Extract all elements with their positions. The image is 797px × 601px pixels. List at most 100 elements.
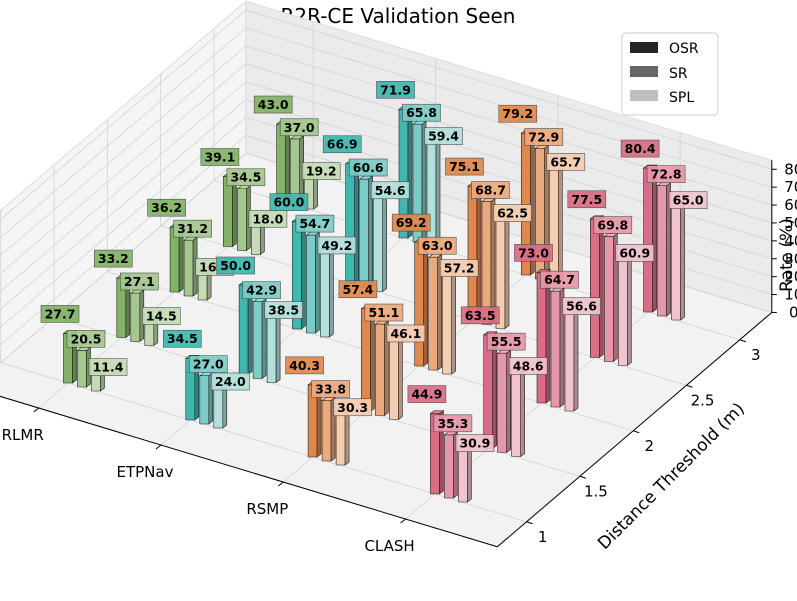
y-tick-mark-2 [633, 430, 640, 434]
value-label-RLMR-1-SPL: 11.4 [88, 358, 128, 376]
legend: OSR SR SPL [621, 32, 719, 116]
value-label-RSMP-3-OSR: 79.2 [498, 104, 538, 123]
bar-CLASH-2.5-OSR [589, 215, 605, 359]
value-label-CLASH-2-SPL: 56.6 [562, 297, 601, 315]
svg-text:69.8: 69.8 [597, 218, 628, 233]
svg-text:50.0: 50.0 [220, 258, 251, 273]
value-label-CLASH-2-OSR: 73.0 [514, 244, 553, 262]
y-tick-label-4: 3 [751, 346, 761, 364]
value-label-RSMP-3-SR: 72.9 [524, 128, 564, 146]
bar-RSMP-2.5-SR [481, 197, 496, 326]
svg-text:54.6: 54.6 [375, 183, 406, 198]
value-label-RSMP-2.5-SPL: 62.5 [493, 204, 532, 222]
legend-label-osr: OSR [669, 41, 699, 57]
svg-text:36.2: 36.2 [151, 200, 182, 215]
bar-CLASH-1.5-SR [496, 349, 512, 454]
svg-text:60.9: 60.9 [619, 245, 650, 260]
value-label-CLASH-1-SR: 35.3 [433, 414, 473, 433]
svg-text:11.4: 11.4 [93, 360, 124, 375]
svg-text:54.7: 54.7 [299, 216, 330, 231]
bar-RSMP-1.5-SR [374, 320, 390, 417]
bar-RLMR-2-SR [183, 236, 199, 297]
bar-ETPNav-2.5-OSR [344, 160, 360, 285]
bar-RLMR-1.5-SR [129, 289, 145, 343]
value-label-RLMR-1-SR: 20.5 [66, 330, 106, 348]
svg-text:57.2: 57.2 [444, 261, 475, 276]
z-tick-label-70: 70 [784, 178, 797, 196]
svg-text:57.4: 57.4 [342, 282, 373, 297]
gridline-left-z40 [0, 81, 247, 293]
bar-RSMP-1.5-OSR [360, 305, 376, 413]
gridline-floor-threshold-0 [0, 362, 527, 523]
svg-text:75.1: 75.1 [449, 159, 480, 174]
bar-CLASH-3-OSR [642, 164, 658, 313]
x-tick-mark-3 [400, 518, 406, 524]
z-tick-label-50: 50 [784, 214, 797, 232]
y-tick-mark-0 [526, 521, 533, 525]
svg-text:63.5: 63.5 [465, 308, 496, 323]
svg-text:80.4: 80.4 [625, 141, 656, 156]
axis-ticks: RLMRETPNavRSMPCLASH11.522.53010203040506… [2, 160, 797, 555]
bar-CLASH-3-SR [656, 182, 672, 317]
value-label-CLASH-2.5-SR: 69.8 [593, 216, 633, 234]
svg-text:27.1: 27.1 [124, 274, 155, 289]
bar-CLASH-3-SPL [670, 200, 686, 321]
value-label-ETPNav-1-SR: 27.0 [189, 355, 228, 373]
bar-RSMP-2-OSR [413, 238, 429, 367]
y-axis-line [496, 312, 773, 548]
svg-text:66.9: 66.9 [327, 137, 358, 152]
value-label-CLASH-2.5-SPL: 60.9 [615, 244, 655, 262]
svg-text:51.1: 51.1 [368, 305, 399, 320]
value-label-CLASH-3-OSR: 80.4 [620, 139, 660, 158]
svg-text:30.3: 30.3 [337, 400, 368, 415]
svg-text:65.7: 65.7 [550, 154, 581, 169]
bar-CLASH-2.5-SR [603, 232, 619, 363]
x-tick-mark-1 [155, 444, 162, 450]
bar-RSMP-1.5-SPL [388, 333, 404, 421]
svg-text:18.0: 18.0 [252, 211, 283, 226]
value-label-RLMR-2-SR: 31.2 [173, 219, 212, 238]
svg-text:40.3: 40.3 [289, 358, 320, 373]
value-label-ETPNav-2-SR: 54.7 [295, 214, 335, 233]
bar-RLMR-2.5-OSR [222, 172, 238, 248]
svg-text:34.5: 34.5 [167, 331, 198, 346]
legend-swatch-spl [630, 90, 658, 101]
value-label-RSMP-1-SR: 33.8 [311, 380, 350, 398]
svg-text:72.8: 72.8 [651, 167, 682, 182]
value-label-CLASH-2-SR: 64.7 [540, 270, 579, 289]
x-tick-mark-0 [33, 407, 39, 413]
x-tick-label-1: ETPNav [116, 463, 173, 481]
z-tick-label-20: 20 [784, 268, 797, 286]
value-label-RSMP-2-SPL: 57.2 [439, 259, 479, 277]
value-label-RLMR-3-SR: 37.0 [279, 118, 319, 137]
bar-RSMP-2.5-OSR [467, 182, 482, 322]
value-label-ETPNav-1.5-SR: 42.9 [242, 281, 281, 300]
value-label-RLMR-2.5-SR: 34.5 [226, 168, 266, 187]
svg-text:59.4: 59.4 [428, 129, 459, 144]
svg-text:55.5: 55.5 [491, 334, 522, 349]
gridline-left-z50 [0, 63, 247, 275]
value-label-ETPNav-2-OSR: 60.0 [269, 193, 309, 211]
svg-text:20.5: 20.5 [71, 331, 102, 346]
svg-text:31.2: 31.2 [177, 221, 208, 236]
svg-text:62.5: 62.5 [497, 206, 528, 221]
value-label-RSMP-1.5-SPL: 46.1 [386, 324, 426, 343]
svg-text:44.9: 44.9 [411, 387, 442, 402]
bar-RSMP-3-SPL [548, 161, 564, 284]
svg-text:77.5: 77.5 [571, 192, 602, 207]
svg-text:48.6: 48.6 [513, 359, 544, 374]
bar-CLASH-2-SPL [564, 306, 579, 412]
svg-text:33.2: 33.2 [98, 251, 129, 266]
x-tick-label-0: RLMR [2, 426, 44, 444]
gridline-left-z60 [0, 45, 247, 257]
bar-CLASH-2-SR [550, 287, 565, 408]
z-tick-label-40: 40 [784, 232, 797, 250]
x-tick-label-2: RSMP [246, 500, 288, 518]
z-tick-label-30: 30 [784, 250, 797, 268]
svg-text:27.0: 27.0 [193, 357, 224, 372]
bar-ETPNav-2-SPL [319, 245, 335, 338]
bar-CLASH-1-SPL [457, 443, 473, 503]
value-label-RLMR-2-OSR: 36.2 [147, 198, 186, 217]
bar-CLASH-1-SR [443, 431, 459, 499]
gridline-left-z20 [0, 117, 247, 329]
